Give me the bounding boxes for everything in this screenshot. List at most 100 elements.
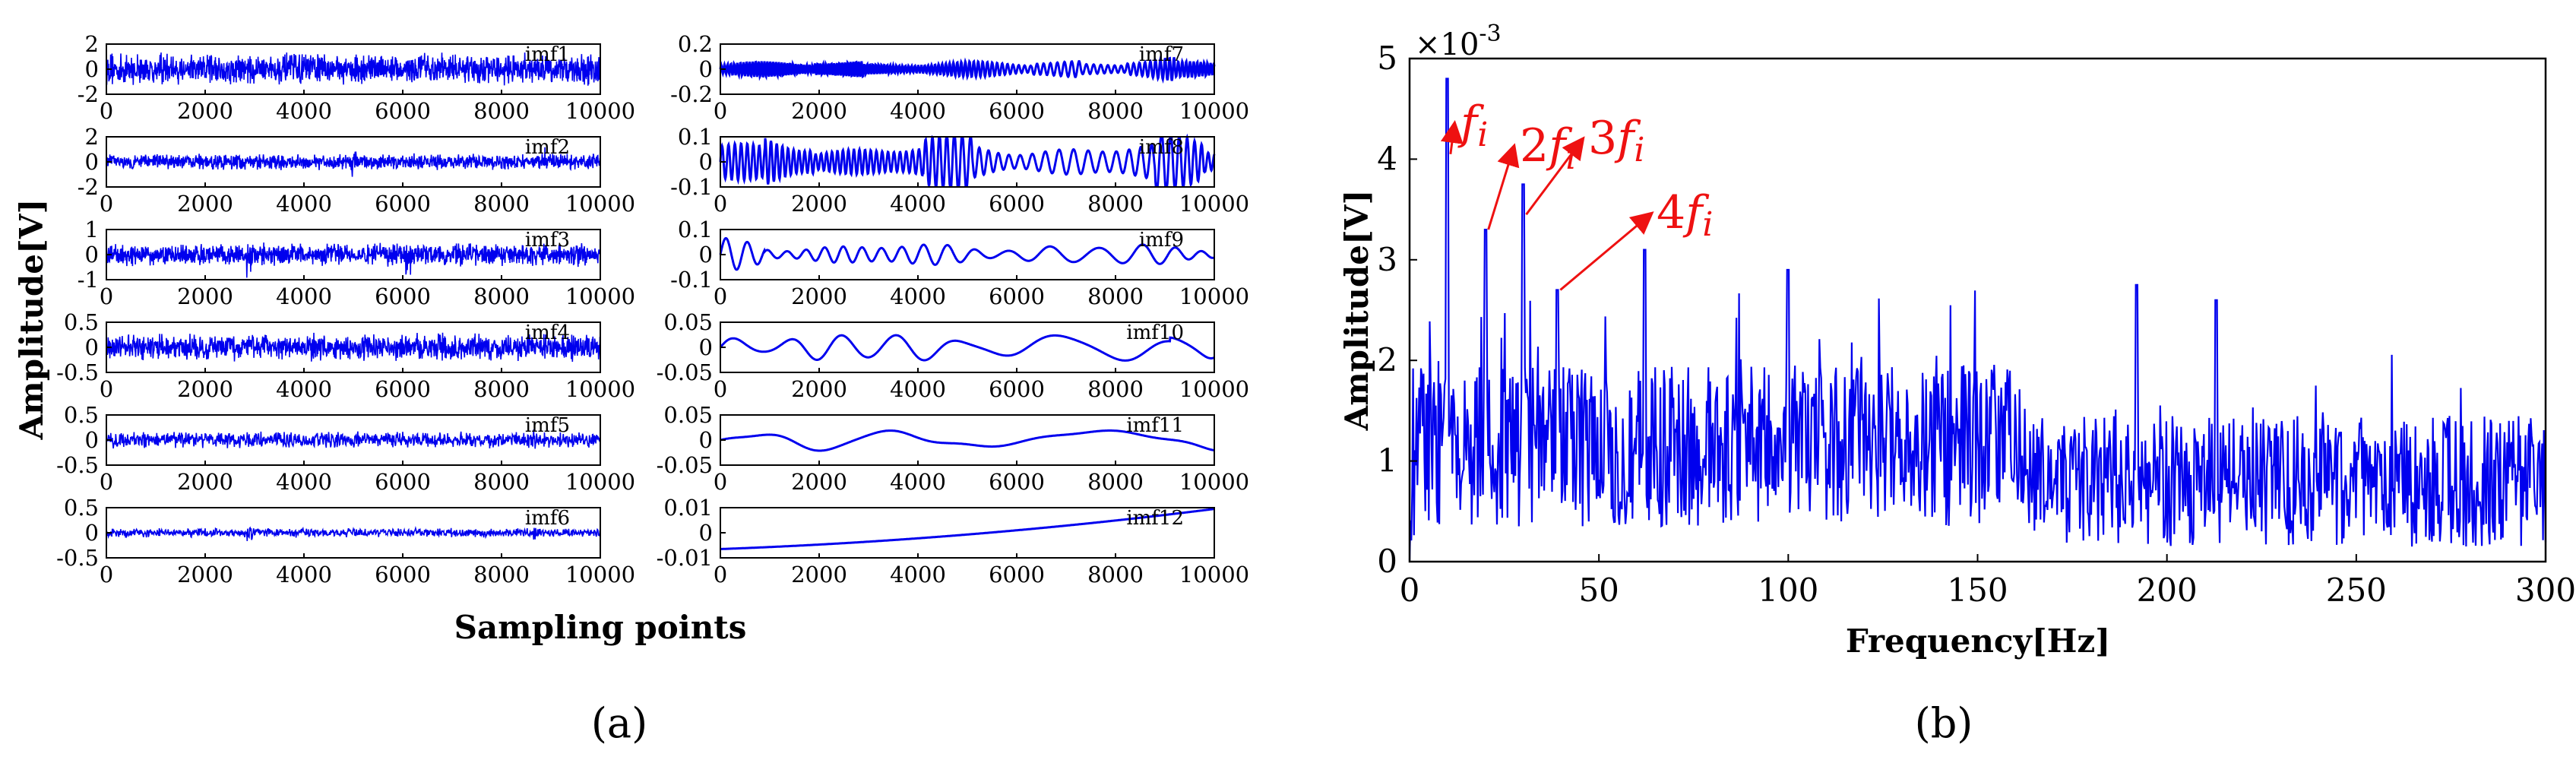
y-tick-label: -0.05 — [657, 359, 713, 385]
harmonic-arrow — [1559, 211, 1654, 291]
y-tick-label: 0 — [85, 242, 99, 268]
y-tick-label: 0.01 — [663, 495, 713, 521]
y-tick-label: 0 — [85, 520, 99, 546]
y-tick-label: 0 — [1377, 543, 1397, 580]
imf-signal-line — [106, 525, 601, 541]
x-tick-label: 4000 — [276, 376, 332, 402]
imf-signal-line — [719, 55, 1216, 84]
x-tick-label: 10000 — [1179, 376, 1249, 402]
y-multiplier-label: ×10-3 — [1415, 21, 1502, 62]
x-tick-label: 6000 — [989, 283, 1045, 309]
x-tick-label: 2000 — [177, 191, 233, 217]
y-tick-label: 0 — [699, 334, 713, 360]
x-tick-label: 250 — [2326, 572, 2387, 609]
x-tick-label: 2000 — [791, 469, 847, 495]
y-tick-label: 2 — [85, 31, 99, 57]
x-tick-label: 4000 — [890, 376, 946, 402]
y-tick-label: -0.5 — [56, 452, 99, 478]
x-tick-label: 0 — [714, 98, 727, 124]
x-tick-label: 8000 — [1087, 283, 1144, 309]
y-tick-label: 0 — [699, 56, 713, 82]
x-tick-label: 0 — [714, 191, 727, 217]
x-tick-label: 4000 — [276, 469, 332, 495]
harmonic-label: 4fi — [1657, 186, 1713, 244]
x-tick-label: 4000 — [890, 283, 946, 309]
y-tick-label: -0.5 — [56, 359, 99, 385]
x-tick-label: 8000 — [1087, 562, 1144, 587]
x-tick-label: 8000 — [1087, 191, 1144, 217]
imf-label: imf1 — [525, 43, 570, 66]
panel-a-y-axis-title: Amplitude[V] — [13, 199, 50, 441]
x-tick-label: 4000 — [276, 98, 332, 124]
x-tick-label: 8000 — [473, 283, 530, 309]
x-tick-label: 0 — [100, 98, 113, 124]
x-tick-label: 0 — [100, 469, 113, 495]
harmonic-arrow — [1440, 120, 1464, 154]
y-tick-label: -0.01 — [657, 545, 713, 571]
x-tick-label: 0 — [1400, 572, 1420, 609]
imf-signal-line — [106, 332, 601, 363]
y-tick-label: -2 — [78, 174, 99, 200]
x-tick-label: 8000 — [473, 191, 530, 217]
imf-signal-line — [106, 52, 601, 86]
x-tick-label: 10000 — [565, 283, 635, 309]
y-tick-label: 0 — [85, 334, 99, 360]
x-tick-label: 0 — [100, 191, 113, 217]
x-tick-label: 10000 — [565, 98, 635, 124]
x-tick-label: 0 — [100, 562, 113, 587]
y-tick-label: 2 — [85, 124, 99, 150]
x-tick-label: 8000 — [1087, 376, 1144, 402]
panel-b-x-axis-title: Frequency[Hz] — [1846, 622, 2110, 660]
y-tick-label: -2 — [78, 81, 99, 107]
x-tick-label: 4000 — [890, 191, 946, 217]
y-tick-label: 2 — [1377, 341, 1397, 378]
panel-b-spectrum: 0 50 100 150 200 250 300 0 1 2 3 4 5 ×10-3 Amplitude[V… — [1338, 21, 2576, 660]
imf-signal-line — [106, 147, 601, 177]
y-tick-label: -0.1 — [670, 174, 713, 200]
x-tick-label: 10000 — [1179, 191, 1249, 217]
imf-signal-line — [106, 429, 601, 449]
y-tick-label: -0.2 — [670, 81, 713, 107]
imf-label: imf2 — [525, 136, 570, 159]
y-tick-label: 0.05 — [663, 309, 713, 335]
x-tick-label: 300 — [2515, 572, 2576, 609]
x-tick-label: 10000 — [1179, 283, 1249, 309]
x-tick-label: 0 — [714, 376, 727, 402]
x-tick-label: 4000 — [890, 562, 946, 587]
imf-signal-line — [720, 508, 1215, 550]
imf-label: imf4 — [525, 321, 570, 344]
panel-b-y-axis-title: Amplitude[V] — [1338, 190, 1375, 432]
y-tick-label: 1 — [1377, 442, 1397, 480]
imf-signal-line — [106, 242, 601, 278]
harmonic-label: fi — [1457, 97, 1488, 154]
x-tick-label: 2000 — [791, 283, 847, 309]
x-tick-label: 6000 — [989, 562, 1045, 587]
imf-signal-line — [719, 334, 1215, 362]
x-tick-label: 2000 — [791, 98, 847, 124]
x-tick-label: 6000 — [989, 191, 1045, 217]
x-tick-label: 8000 — [473, 376, 530, 402]
imf-label: imf9 — [1139, 229, 1184, 252]
x-tick-label: 8000 — [1087, 98, 1144, 124]
imf-label: imf8 — [1139, 136, 1184, 159]
y-tick-label: 0 — [699, 242, 713, 268]
x-tick-label: 6000 — [375, 562, 431, 587]
y-tick-label: 0.2 — [678, 31, 713, 57]
imf-signal-line — [719, 237, 1215, 271]
x-tick-label: 2000 — [791, 562, 847, 587]
x-tick-label: 6000 — [375, 283, 431, 309]
imf-label: imf6 — [525, 507, 570, 530]
y-tick-label: 0.5 — [64, 495, 99, 521]
x-tick-label: 6000 — [989, 376, 1045, 402]
imf-label: imf11 — [1126, 414, 1184, 437]
